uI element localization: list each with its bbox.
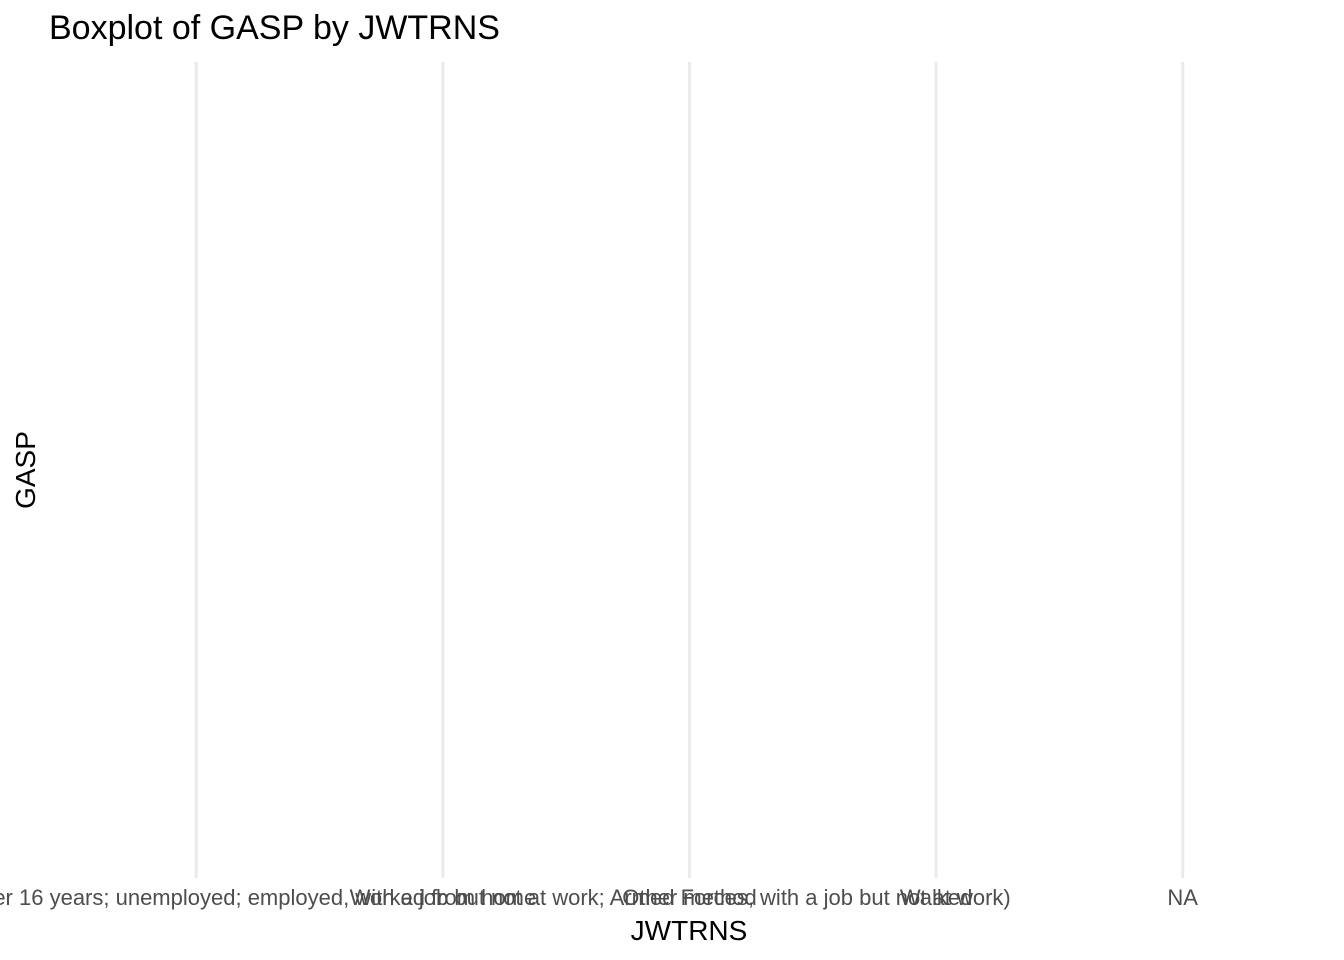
x-axis-title: JWTRNS	[631, 915, 748, 946]
x-tick-label: Worked from home	[350, 885, 537, 910]
x-tick-labels: N/A (not a worker--not in the labor forc…	[0, 885, 1198, 910]
x-tick-label: NA	[1167, 885, 1198, 910]
grid-lines	[194, 62, 1185, 878]
x-tick-label: Other method	[622, 885, 757, 910]
x-tick-label: Walked	[900, 885, 973, 910]
chart-title: Boxplot of GASP by JWTRNS	[49, 9, 500, 47]
y-axis-title: GASP	[10, 431, 41, 509]
x-tick-label: N/A (not a worker--not in the labor forc…	[0, 885, 1011, 910]
